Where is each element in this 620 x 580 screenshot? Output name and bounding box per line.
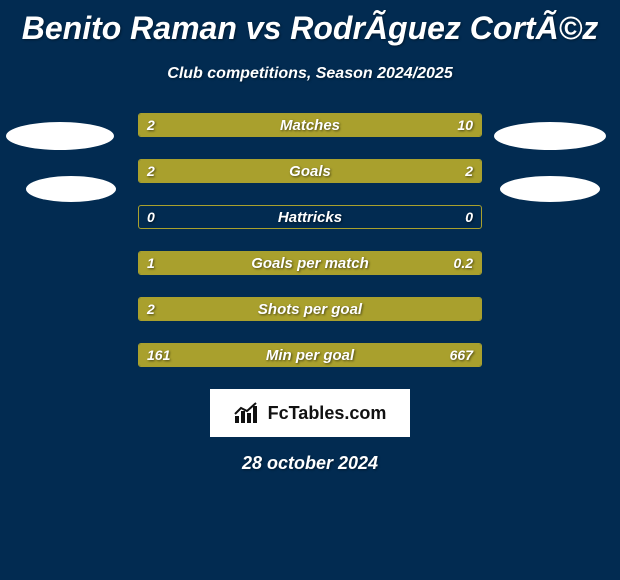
date-text: 28 october 2024	[0, 453, 620, 474]
bar-left-fill	[139, 344, 205, 366]
decorative-oval	[6, 122, 114, 150]
bar-row: 10.2Goals per match	[138, 251, 482, 275]
bar-row: 0 0Hattricks	[138, 205, 482, 229]
bar-row: 161667Min per goal	[138, 343, 482, 367]
bars-icon	[234, 402, 262, 424]
logo-text: FcTables.com	[268, 403, 387, 424]
bar-right-fill	[205, 344, 481, 366]
bar-row: 210Matches	[138, 113, 482, 137]
bar-row: 22Goals	[138, 159, 482, 183]
bar-left-fill	[139, 298, 481, 320]
decorative-oval	[26, 176, 116, 202]
comparison-bars: 210Matches 22Goals 0 0Hattricks 10.2Goals pe…	[138, 113, 482, 367]
bar-label: Hattricks	[139, 206, 481, 228]
bar-right-fill	[196, 114, 481, 136]
bar-left-fill	[139, 114, 196, 136]
bar-right-fill	[424, 252, 481, 274]
bar-left-fill	[139, 252, 424, 274]
bar-row: 2Shots per goal	[138, 297, 482, 321]
page-subtitle: Club competitions, Season 2024/2025	[0, 65, 620, 83]
decorative-oval	[494, 122, 606, 150]
decorative-oval	[500, 176, 600, 202]
bar-left-value: 0	[147, 206, 155, 228]
bar-left-fill	[139, 160, 310, 182]
logo-box: FcTables.com	[210, 389, 410, 437]
bar-right-value: 0	[465, 206, 473, 228]
bar-right-fill	[310, 160, 481, 182]
page-title: Benito Raman vs RodrÃ­guez CortÃ©z	[0, 0, 620, 47]
